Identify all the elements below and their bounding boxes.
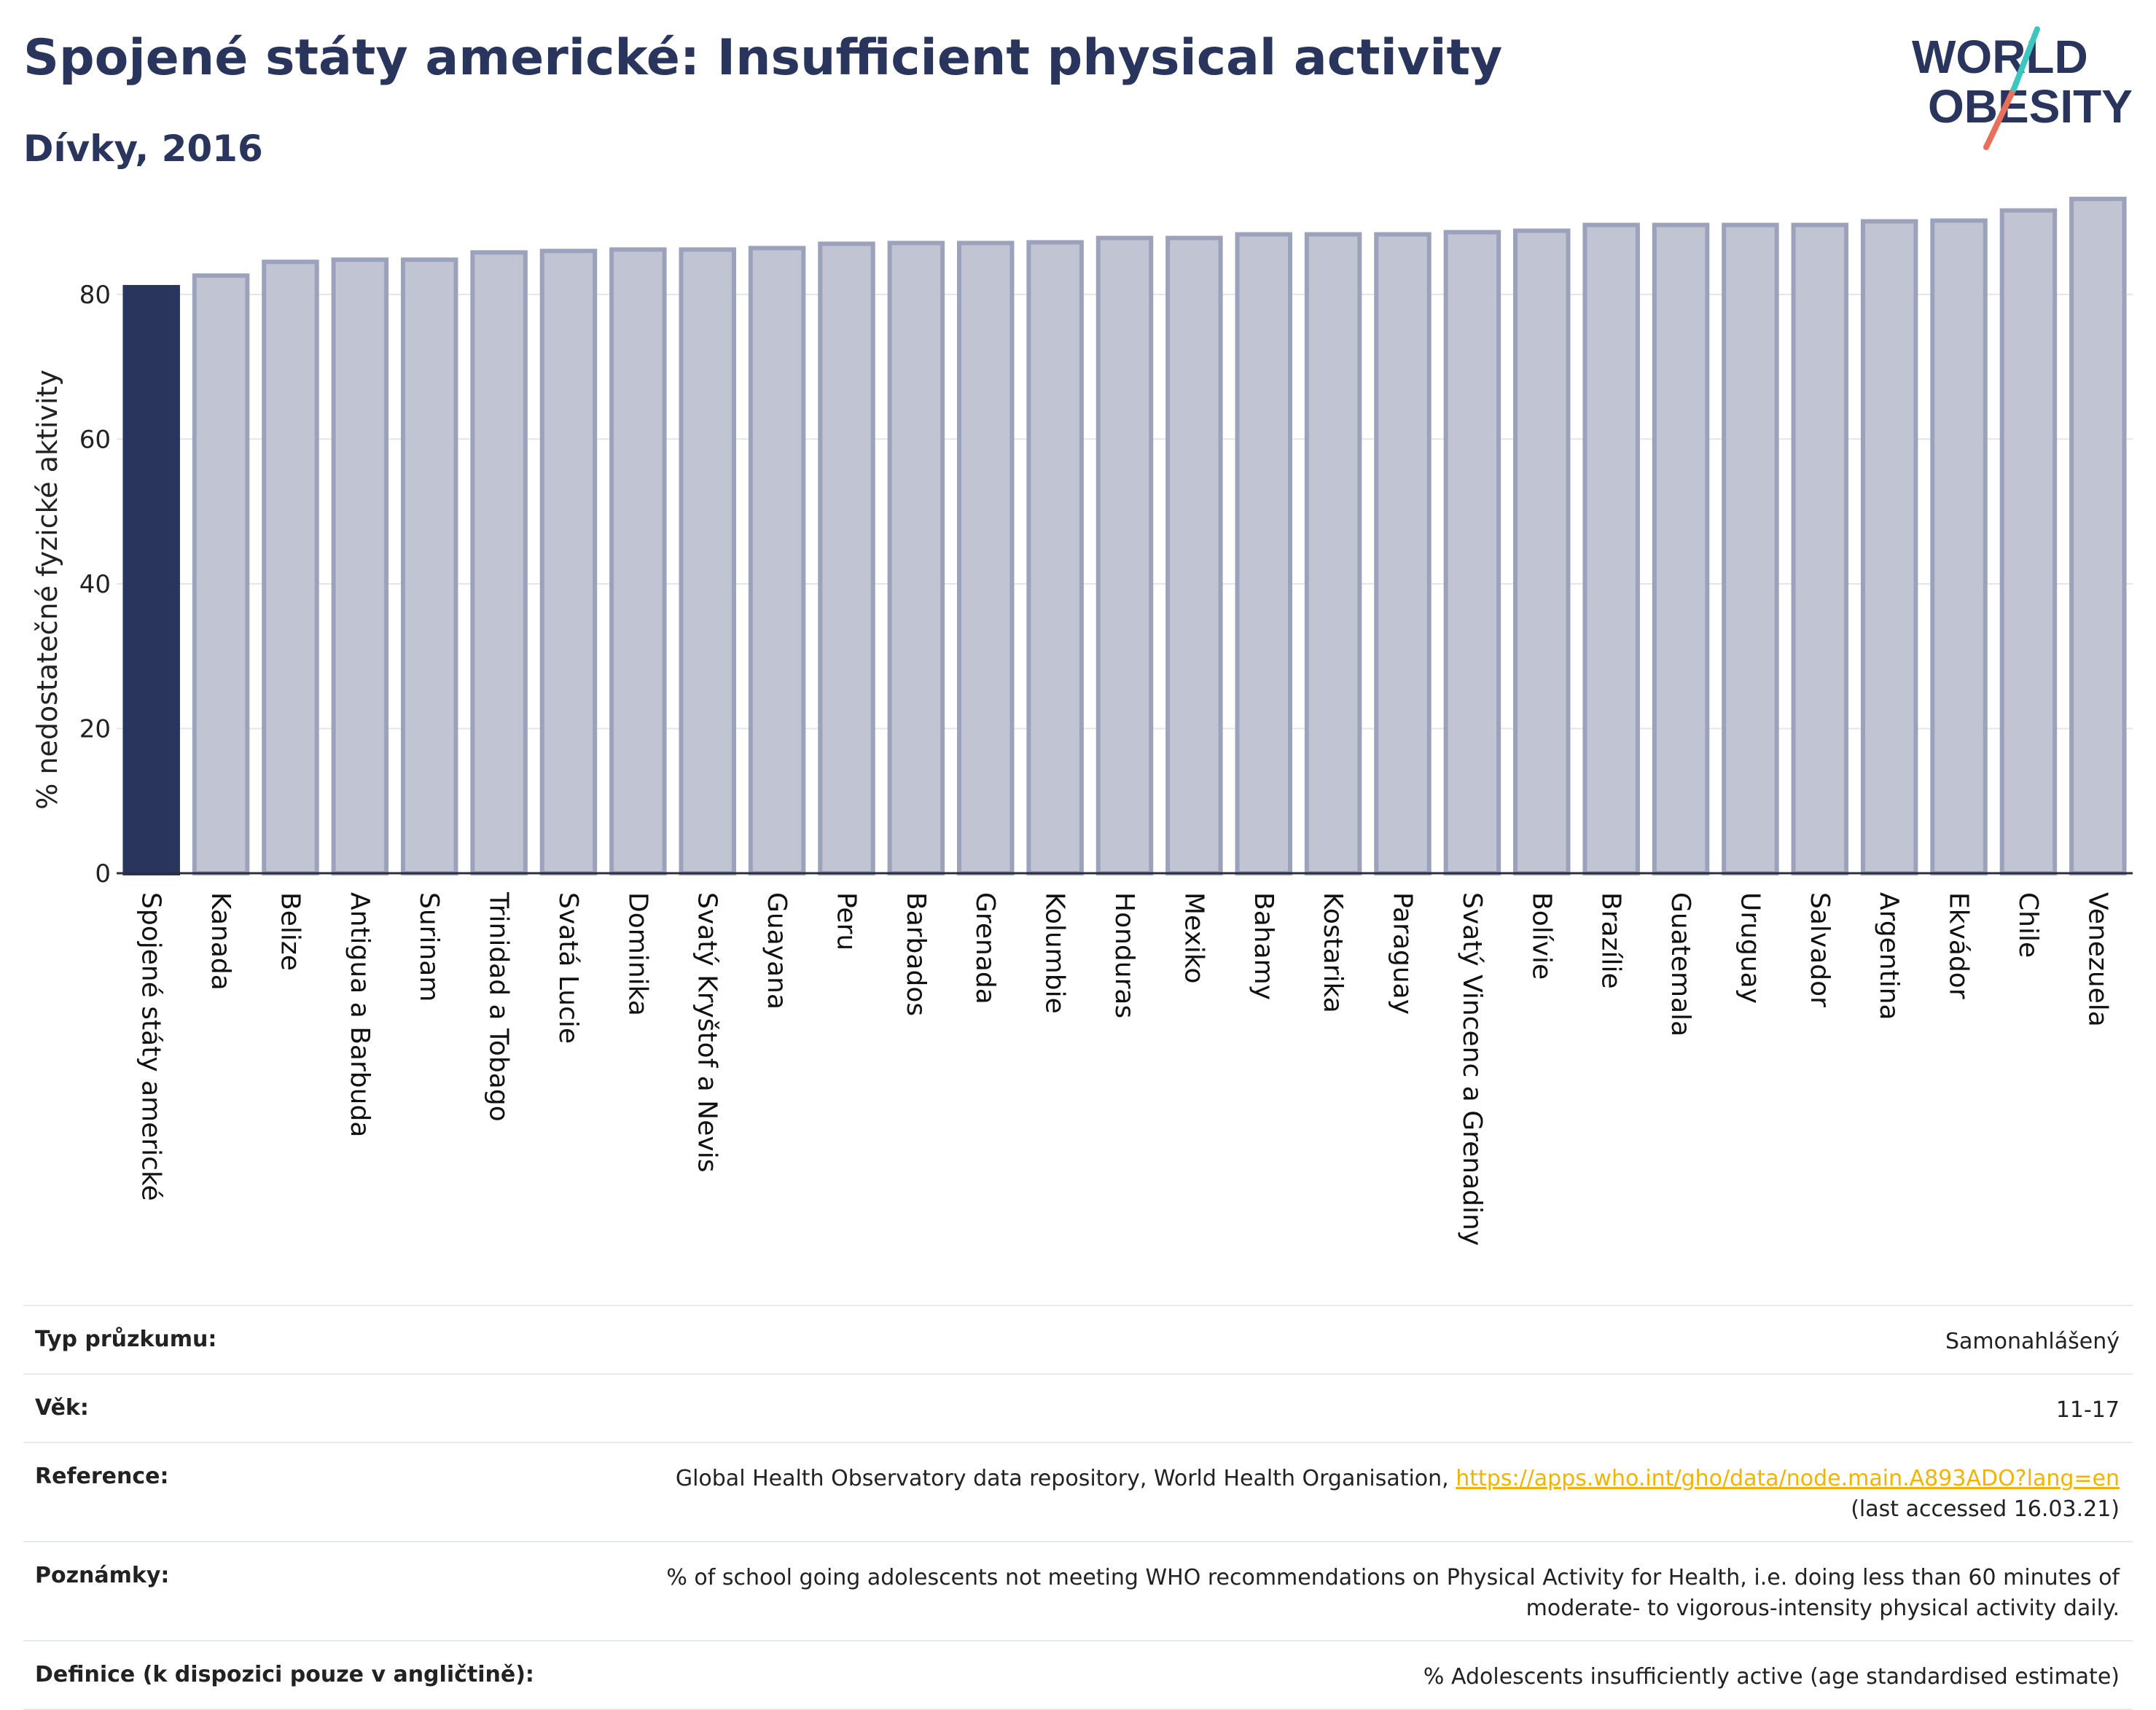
x-tick-label: Surinam bbox=[414, 892, 444, 1002]
bar bbox=[609, 247, 667, 876]
reference-link[interactable]: https://apps.who.int/gho/data/node.main.… bbox=[1456, 1466, 2120, 1491]
x-tick-label: Svatý Kryštof a Nevis bbox=[692, 892, 722, 1172]
bar bbox=[2069, 196, 2127, 875]
y-tick-label: 20 bbox=[79, 714, 111, 743]
info-row-age: Věk: 11-17 bbox=[23, 1373, 2133, 1442]
x-tick-label: Guatemala bbox=[1665, 892, 1695, 1036]
bar bbox=[262, 259, 319, 875]
bar bbox=[1722, 222, 1779, 875]
bar-chart: 0 20 40 60 80 % nedostatečné fyzické aktivity… bbox=[31, 196, 2133, 1246]
y-tick-label: 40 bbox=[79, 570, 111, 599]
bar bbox=[331, 257, 389, 875]
bar bbox=[122, 284, 180, 875]
x-tick-label: Belize bbox=[275, 892, 305, 971]
bar bbox=[1582, 222, 1640, 875]
info-table: Typ průzkumu: Samonahlášený Věk: 11-17 R… bbox=[23, 1305, 2133, 1710]
x-tick-label: Kanada bbox=[206, 892, 235, 991]
info-label: Věk: bbox=[35, 1395, 89, 1421]
x-tick-label: Grenada bbox=[970, 892, 1000, 1004]
info-row-notes: Poznámky: % of school going adolescents … bbox=[23, 1541, 2133, 1640]
x-tick-label: Venezuela bbox=[2082, 892, 2112, 1027]
info-label: Poznámky: bbox=[35, 1563, 170, 1588]
bar bbox=[1999, 208, 2058, 876]
bar bbox=[1026, 240, 1084, 875]
info-label: Reference: bbox=[35, 1464, 169, 1489]
y-tick-label: 80 bbox=[79, 281, 111, 310]
bar bbox=[1930, 218, 1988, 875]
bar bbox=[1652, 222, 1710, 875]
x-tick-label: Trinidad a Tobago bbox=[484, 891, 514, 1122]
info-value: 11-17 bbox=[2055, 1397, 2120, 1423]
x-tick-label: Bahamy bbox=[1249, 892, 1278, 1000]
x-tick-label: Kolumbie bbox=[1040, 892, 1070, 1014]
logo-slash-teal bbox=[2011, 26, 2040, 92]
notes-text: % of school going adolescents not meetin… bbox=[666, 1565, 2120, 1590]
x-tick-label: Chile bbox=[2013, 892, 2043, 958]
bar bbox=[470, 250, 528, 876]
info-row-reference: Reference: Global Health Observatory dat… bbox=[23, 1442, 2133, 1541]
bar bbox=[1165, 235, 1223, 875]
x-tick-label: Barbados bbox=[901, 892, 931, 1016]
info-value: Global Health Observatory data repositor… bbox=[676, 1464, 2120, 1525]
x-tick-label: Uruguay bbox=[1735, 892, 1765, 1004]
logo-line1: WORLD bbox=[1912, 31, 2088, 83]
y-tick-label: 60 bbox=[79, 425, 111, 454]
y-axis-label: % nedostatečné fyzické aktivity bbox=[31, 370, 63, 810]
bar bbox=[1443, 230, 1501, 875]
info-value: % Adolescents insufficiently active (age… bbox=[1423, 1664, 2120, 1690]
page-title: Spojené státy americké: Insufficient phy… bbox=[23, 29, 1503, 87]
x-tick-label: Salvador bbox=[1805, 892, 1835, 1007]
info-label: Definice (k dispozici pouze v angličtině… bbox=[35, 1662, 534, 1687]
x-tick-label: Bolívie bbox=[1526, 892, 1556, 980]
x-tick-label: Honduras bbox=[1109, 892, 1139, 1018]
info-row-definition: Definice (k dispozici pouze v angličtině… bbox=[23, 1640, 2133, 1710]
bar bbox=[956, 241, 1015, 875]
x-tick-label: Guayana bbox=[762, 892, 792, 1010]
logo-slash-red bbox=[1983, 86, 2017, 150]
x-tick-label: Brazílie bbox=[1596, 892, 1626, 989]
bar bbox=[887, 241, 945, 875]
x-tick-label: Peru bbox=[831, 892, 861, 950]
world-obesity-logo: WORLD OBESITY bbox=[1912, 26, 2133, 150]
x-tick-label: Svatá Lucie bbox=[553, 892, 583, 1044]
bar bbox=[192, 273, 250, 875]
x-tick-label: Antigua a Barbuda bbox=[345, 892, 375, 1137]
bar bbox=[1095, 235, 1154, 875]
page-subtitle: Dívky, 2016 bbox=[23, 128, 263, 170]
info-value: Samonahlášený bbox=[1945, 1329, 2120, 1354]
notes-text-cont: moderate- to vigorous-intensity physical… bbox=[1526, 1596, 2120, 1621]
x-tick-label: Kostarika bbox=[1318, 892, 1348, 1013]
info-row-survey-type: Typ průzkumu: Samonahlášený bbox=[23, 1305, 2133, 1373]
bar bbox=[539, 249, 598, 875]
x-tick-label: Dominika bbox=[622, 892, 652, 1016]
x-tick-label: Ekvádor bbox=[1944, 892, 1974, 999]
y-tick-label: 0 bbox=[95, 859, 111, 889]
bar bbox=[1860, 219, 1918, 875]
bar bbox=[1374, 232, 1432, 876]
info-value: % of school going adolescents not meetin… bbox=[666, 1563, 2120, 1624]
bar bbox=[1513, 228, 1571, 875]
x-tick-label: Paraguay bbox=[1388, 892, 1418, 1015]
bar bbox=[679, 247, 736, 876]
x-tick-label: Mexiko bbox=[1179, 892, 1208, 983]
x-tick-label: Spojené státy americké bbox=[136, 892, 166, 1201]
bar bbox=[400, 257, 458, 875]
x-tick-label: Argentina bbox=[1874, 892, 1904, 1020]
reference-text: Global Health Observatory data repositor… bbox=[675, 1466, 1449, 1491]
bar bbox=[1235, 232, 1293, 876]
x-tick-label: Svatý Vincenc a Grenadiny bbox=[1457, 892, 1487, 1246]
info-label: Typ průzkumu: bbox=[35, 1327, 217, 1352]
bar bbox=[1304, 232, 1362, 876]
bar bbox=[1791, 222, 1849, 875]
reference-accessed: (last accessed 16.03.21) bbox=[1851, 1496, 2120, 1522]
logo-line2: OBESITY bbox=[1928, 80, 2133, 133]
bar bbox=[818, 241, 875, 875]
bar bbox=[748, 246, 806, 875]
